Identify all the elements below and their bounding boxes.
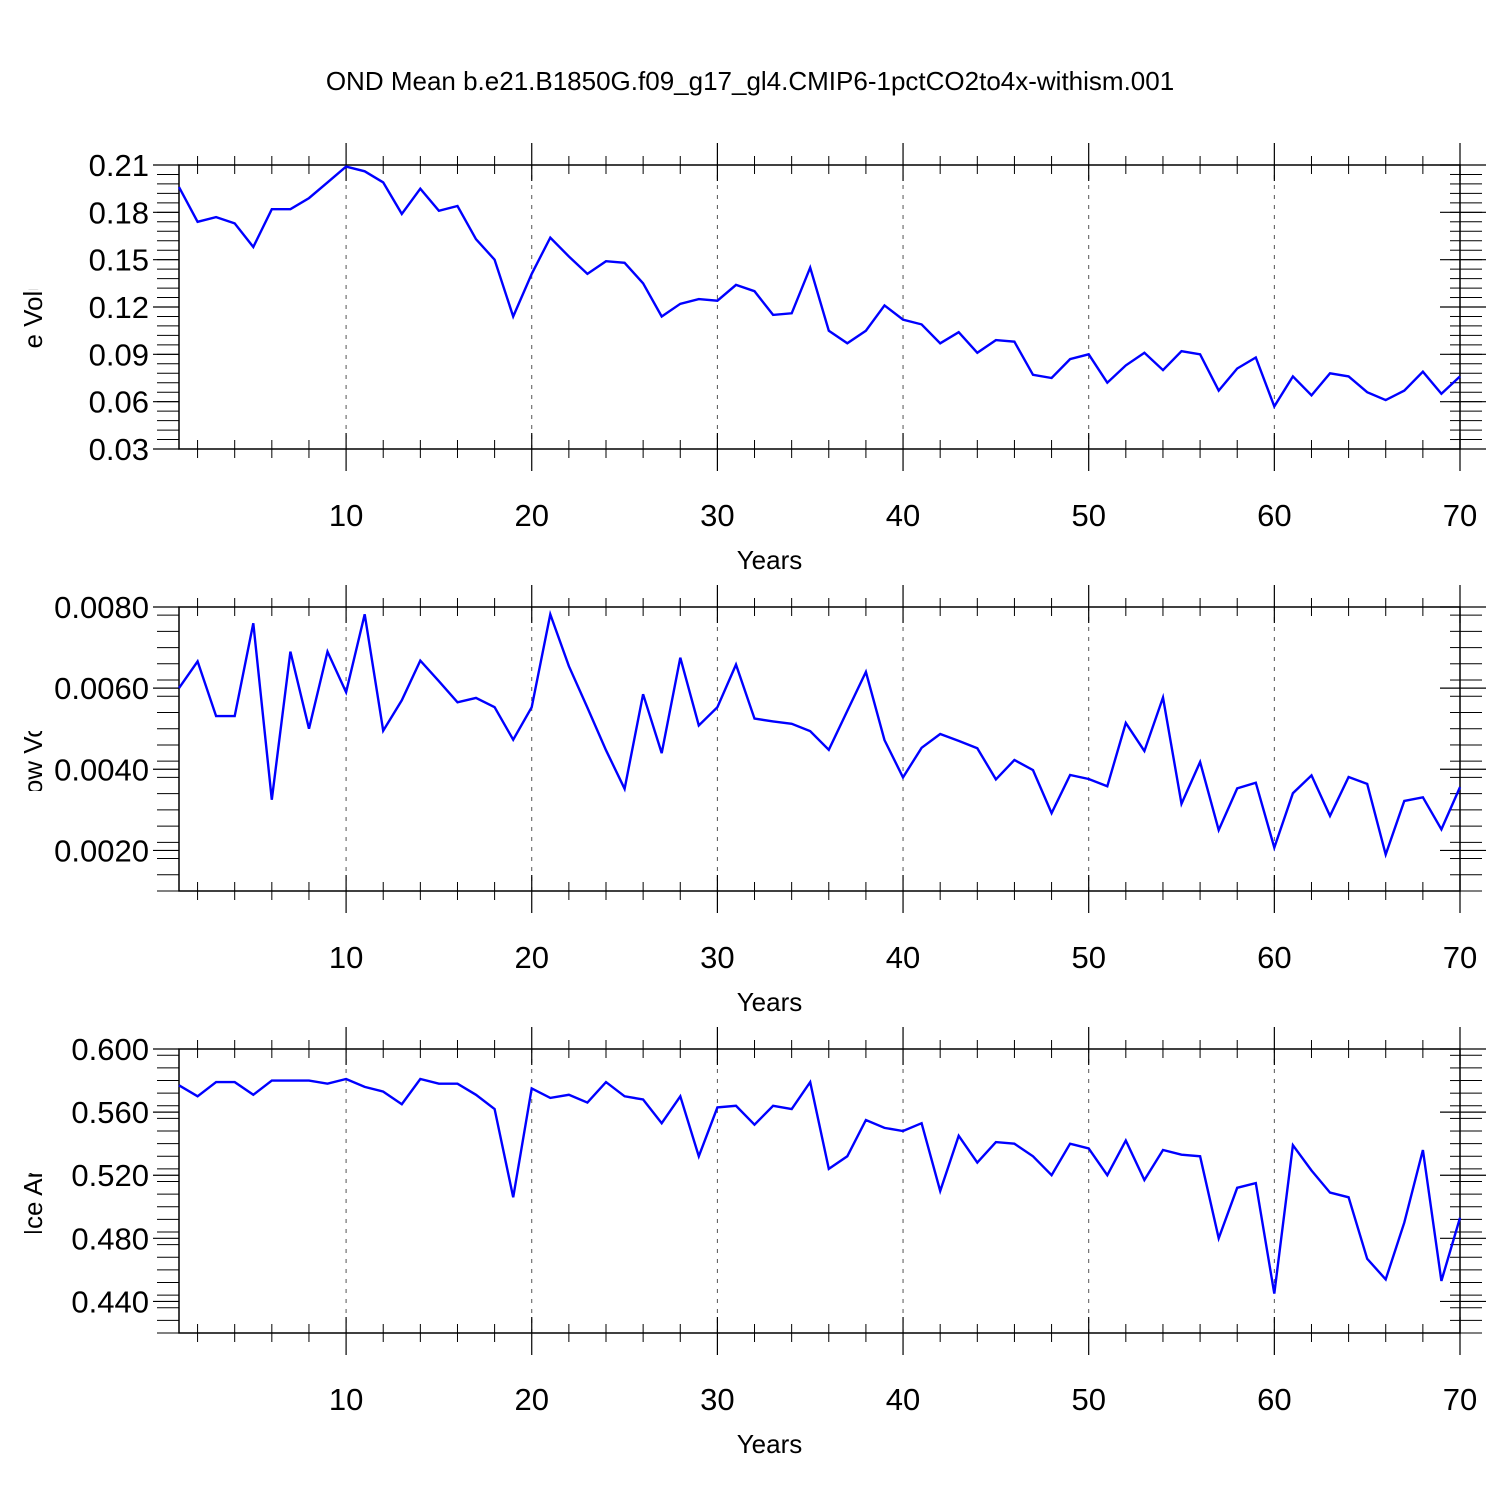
data-series-line [177,165,1461,410]
y-axis-title-main: CAArch Ice Volume 10 [18,204,48,466]
y-axis-title-exp: 13 [19,613,36,631]
x-tick-label: 70 [1443,498,1477,533]
x-tick-label: 10 [329,498,363,533]
y-axis-title: CAArch Ice Volume 1013 m3 [18,148,48,465]
x-minor-ticks [197,598,1424,900]
x-tick-label: 10 [329,940,363,975]
x-axis-title: Years [737,1429,803,1459]
y-axis-title-exp: 13 [19,186,36,204]
data-series-line [178,609,1462,859]
data-points [178,1078,1461,1294]
x-tick-label: 50 [1071,498,1105,533]
x-tick-label: 50 [1071,940,1105,975]
panel-2: 10 20 30 40 50 60 70 0.0020 0.0040 0.0060 0.0080 Ye… [18,575,1486,1017]
x-tick-label: 40 [886,940,920,975]
x-tick-label: 60 [1257,1382,1291,1417]
y-axis-title-main: CAArch Ice Area 10 [18,1105,48,1333]
data-points [178,166,1461,407]
y-axis-title: CAArch Snow Volume 1013 m3 [18,575,48,923]
y-tick-label: 0.440 [71,1284,149,1319]
y-tick-label: 0.06 [89,385,149,420]
data-series-line [178,1077,1462,1294]
y-axis-title-unit-exp: 3 [19,575,36,584]
chart-title: OND Mean b.e21.B1850G.f09_g17_gl4.CMIP6-… [326,66,1174,96]
x-minor-ticks [197,1040,1424,1342]
y-tick-label: 0.600 [71,1032,149,1067]
x-axis-title: Years [737,987,803,1017]
y-axis-title-unit: m [18,1058,48,1087]
x-tick-label: 70 [1443,1382,1477,1417]
x-tick-label: 10 [329,1382,363,1417]
y-axis-title: CAArch Ice Area 1012 m2 [18,1049,48,1333]
x-tick-label: 20 [514,1382,548,1417]
x-tick-label: 20 [514,940,548,975]
x-tick-label: 60 [1257,940,1291,975]
y-tick-label: 0.0020 [54,833,149,868]
x-tick-label: 40 [886,1382,920,1417]
panel-1: 10 20 30 40 50 60 70 0.03 0.06 0.09 0.12 0.15 0.18 0.… [18,143,1486,575]
y-tick-label: 0.15 [89,243,149,278]
x-tick-label: 40 [886,498,920,533]
y-tick-label: 0.12 [89,290,149,325]
x-axis-title: Years [737,545,803,575]
x-tick-label: 30 [700,1382,734,1417]
x-tick-label: 20 [514,498,548,533]
y-axis-title-unit: m [18,584,48,613]
y-axis-title-unit-exp: 2 [19,1049,36,1058]
y-tick-label: 0.480 [71,1221,149,1256]
x-tick-label: 50 [1071,1382,1105,1417]
y-axis-title-unit-exp: 3 [19,148,36,157]
plot-frame [178,606,1461,892]
plots: 10 20 30 40 50 60 70 0.03 0.06 0.09 0.12 0.15 0.18 0.… [18,143,1486,1459]
y-tick-label: 0.18 [89,195,149,230]
y-tick-label: 0.0060 [54,671,149,706]
y-tick-label: 0.0080 [54,590,149,625]
x-tick-label: 60 [1257,498,1291,533]
y-tick-label: 0.0040 [54,752,149,787]
y-tick-label: 0.09 [89,337,149,372]
y-tick-label: 0.21 [89,148,149,183]
x-tick-label: 30 [700,498,734,533]
x-minor-ticks [197,156,1424,458]
data-points [178,614,1461,855]
x-tick-label: 30 [700,940,734,975]
plot-frame [178,1048,1461,1334]
x-tick-label: 70 [1443,940,1477,975]
y-tick-label: 0.03 [89,432,149,467]
y-tick-label: 0.520 [71,1158,149,1193]
y-axis-title-unit: m [18,157,48,186]
plot-frame [178,164,1461,450]
y-axis-title-main: CAArch Snow Volume 10 [18,631,48,923]
y-axis-title-exp: 12 [19,1087,36,1105]
y-tick-label: 0.560 [71,1095,149,1130]
panel-3: 10 20 30 40 50 60 70 0.440 0.480 0.520 0.560 0.600 Y… [18,1027,1486,1459]
